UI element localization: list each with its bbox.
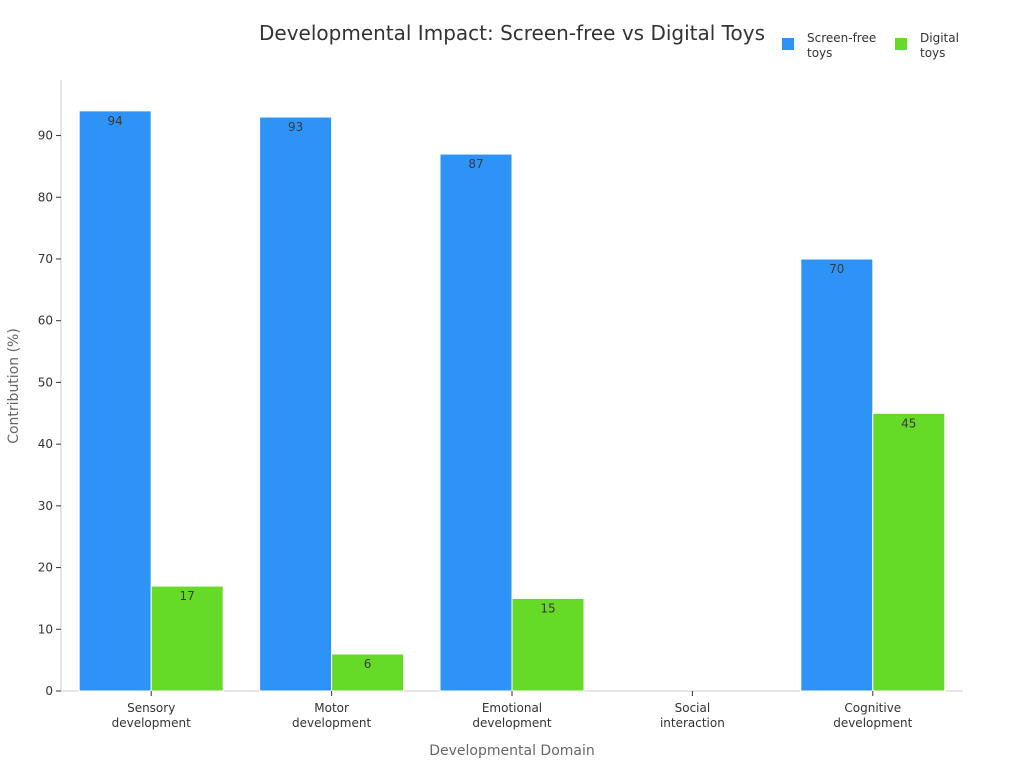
data-label-digital-toys-cognitive-development: 45: [901, 416, 916, 430]
data-label-digital-toys-emotional-development: 15: [540, 601, 555, 615]
x-axis-title: Developmental Domain: [429, 743, 595, 759]
x-axis-ticks: SensorydevelopmentMotordevelopmentEmotio…: [112, 691, 913, 730]
data-label-screen-free-toys-cognitive-development: 70: [829, 262, 844, 276]
data-label-screen-free-toys-sensory-development: 94: [108, 114, 123, 128]
bar-digital-toys-emotional-development: [511, 597, 585, 692]
legend-label: toys: [920, 46, 945, 60]
chart-title: Developmental Impact: Screen-free vs Dig…: [259, 21, 765, 45]
y-tick-label: 90: [38, 129, 53, 143]
x-tick-label: Social: [675, 701, 711, 715]
x-tick-label: development: [833, 716, 912, 730]
bar-screen-free-toys-sensory-development: [78, 110, 152, 692]
y-axis-ticks: 0 10 20 30 40 50 60 70 80 90: [38, 129, 61, 698]
data-label-digital-toys-motor-development: 6: [364, 657, 372, 671]
data-label-screen-free-toys-emotional-development: 87: [468, 157, 483, 171]
x-tick-label: Cognitive: [844, 701, 901, 715]
data-label-screen-free-toys-motor-development: 93: [288, 120, 303, 134]
x-tick-label: Emotional: [482, 701, 542, 715]
legend-label: Screen-free: [807, 31, 876, 45]
x-tick-label: Motor: [314, 701, 349, 715]
bar-digital-toys-cognitive-development: [872, 412, 946, 692]
y-axis-title: Contribution (%): [6, 328, 22, 444]
data-label-digital-toys-sensory-development: 17: [180, 589, 195, 603]
y-tick-label: 30: [38, 499, 53, 513]
y-tick-label: 20: [38, 561, 53, 575]
x-tick-label: development: [472, 716, 551, 730]
bar-digital-toys-sensory-development: [150, 585, 224, 692]
data-labels: 94 17 93 6 87 15 70 45: [108, 114, 917, 671]
bar-screen-free-toys-motor-development: [259, 116, 333, 692]
y-tick-label: 0: [45, 684, 53, 698]
y-tick-label: 40: [38, 437, 53, 451]
plot-area: 0 10 20 30 40 50 60 70 80 90 94 17 93 6 87 15 70 45 Sens…: [38, 80, 963, 730]
bar-screen-free-toys-cognitive-development: [800, 258, 874, 692]
legend-label: Digital: [920, 31, 959, 45]
x-tick-label: development: [112, 716, 191, 730]
legend-swatch-digital-toys: [895, 38, 907, 50]
x-tick-label: development: [292, 716, 371, 730]
bar-screen-free-toys-emotional-development: [439, 153, 513, 692]
x-tick-label: interaction: [660, 716, 725, 730]
legend-label: toys: [807, 46, 832, 60]
y-tick-label: 50: [38, 375, 53, 389]
x-tick-label: Sensory: [127, 701, 175, 715]
bars: [78, 110, 946, 692]
y-tick-label: 80: [38, 190, 53, 204]
bar-digital-toys-motor-development: [331, 653, 405, 692]
y-tick-label: 10: [38, 622, 53, 636]
y-tick-label: 70: [38, 252, 53, 266]
y-tick-label: 60: [38, 314, 53, 328]
legend-swatch-screen-free-toys: [782, 38, 794, 50]
